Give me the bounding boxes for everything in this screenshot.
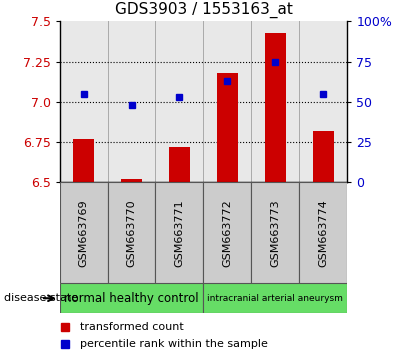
Bar	[265, 33, 286, 182]
Bar	[169, 147, 190, 182]
Bar	[203, 283, 347, 313]
Text: GSM663774: GSM663774	[319, 199, 328, 267]
Bar	[203, 182, 252, 283]
Bar	[299, 182, 347, 283]
Bar	[252, 182, 299, 283]
Text: transformed count: transformed count	[80, 321, 183, 332]
Text: normal healthy control: normal healthy control	[64, 292, 199, 305]
Bar	[155, 182, 203, 283]
Bar	[312, 131, 334, 182]
Bar	[73, 139, 95, 182]
Bar	[108, 182, 155, 283]
Text: GSM663770: GSM663770	[127, 199, 136, 267]
Text: percentile rank within the sample: percentile rank within the sample	[80, 339, 268, 349]
Text: GSM663773: GSM663773	[270, 199, 280, 267]
Text: GSM663769: GSM663769	[79, 199, 88, 267]
Bar	[60, 182, 108, 283]
Text: GSM663771: GSM663771	[175, 199, 185, 267]
Bar	[60, 283, 203, 313]
Text: GSM663772: GSM663772	[222, 199, 232, 267]
Text: intracranial arterial aneurysm: intracranial arterial aneurysm	[208, 294, 343, 303]
Title: GDS3903 / 1553163_at: GDS3903 / 1553163_at	[115, 2, 292, 18]
Bar	[217, 73, 238, 182]
Text: disease state: disease state	[4, 293, 78, 303]
Bar	[121, 179, 142, 182]
